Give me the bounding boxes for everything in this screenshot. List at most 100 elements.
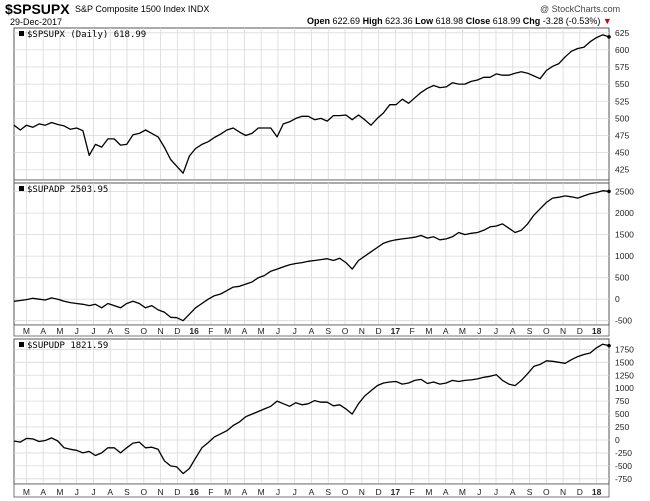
x-tick-label: J — [75, 326, 79, 336]
x-tick-label: N — [359, 326, 365, 336]
x-tick-label: F — [410, 326, 415, 336]
series-label: $SUPUDP 1821.59 — [27, 341, 108, 351]
x-tick-label: J — [293, 326, 297, 336]
series-label: $SUPADP 2503.95 — [27, 185, 108, 195]
x-tick-label: S — [325, 487, 331, 497]
x-tick-label: M — [224, 487, 231, 497]
low-value: 618.98 — [435, 16, 464, 26]
x-tick-label: M — [56, 326, 63, 336]
symbol-title: $SPSUPX — [5, 1, 70, 17]
x-tick-label: O — [543, 326, 550, 336]
x-tick-label: J — [293, 487, 297, 497]
x-tick-label: S — [527, 487, 533, 497]
close-label: Close — [465, 16, 491, 26]
x-tick-label: M — [459, 326, 466, 336]
x-tick-label: J — [75, 487, 79, 497]
x-tick-label: A — [242, 326, 248, 336]
series-label: $SPSUPX (Daily) 618.99 — [27, 30, 146, 40]
x-tick-label: 18 — [592, 326, 602, 336]
x-tick-label: M — [23, 326, 30, 336]
x-tick-label: A — [40, 326, 46, 336]
x-tick-label: 18 — [592, 487, 602, 497]
open-value: 622.69 — [332, 16, 361, 26]
x-tick-label: D — [577, 326, 583, 336]
x-tick-label: D — [174, 326, 180, 336]
y-tick-label: 0 — [615, 294, 620, 304]
x-tick-label: S — [527, 326, 533, 336]
x-tick-label: 17 — [391, 326, 401, 336]
x-tick-label: M — [224, 326, 231, 336]
index-name: S&P Composite 1500 Index — [75, 4, 186, 14]
x-tick-label: F — [410, 487, 415, 497]
x-tick-label: O — [140, 487, 147, 497]
chart-date: 29-Dec-2017 — [10, 17, 63, 27]
x-tick-label: S — [124, 326, 130, 336]
chg-value: -3.28 (-0.53%) — [542, 16, 601, 26]
x-tick-label: M — [56, 487, 63, 497]
high-label: High — [362, 16, 383, 26]
x-tick-label: M — [425, 326, 432, 336]
y-tick-label: 500 — [615, 409, 629, 419]
x-tick-label: A — [510, 487, 516, 497]
y-tick-label: 500 — [615, 273, 629, 283]
x-tick-label: D — [376, 326, 382, 336]
x-tick-label: J — [494, 326, 498, 336]
x-tick-label: M — [425, 487, 432, 497]
y-tick-label: 250 — [615, 422, 629, 432]
chg-label: Chg — [522, 16, 541, 26]
x-tick-label: N — [157, 487, 163, 497]
x-tick-label: N — [157, 326, 163, 336]
x-tick-label: N — [359, 487, 365, 497]
x-tick-label: J — [477, 487, 481, 497]
y-tick-label: 1250 — [615, 370, 634, 380]
y-tick-label: 450 — [615, 148, 629, 158]
last-value-marker — [607, 343, 611, 348]
x-tick-label: J — [91, 326, 95, 336]
x-tick-label: A — [107, 326, 113, 336]
y-tick-label: 750 — [615, 396, 629, 406]
x-tick-label: J — [477, 326, 481, 336]
x-axis-strip — [13, 324, 610, 337]
series-legend-marker — [19, 342, 24, 347]
low-label: Low — [415, 16, 434, 26]
open-label: Open — [307, 16, 331, 26]
y-tick-label: -500 — [615, 461, 632, 471]
x-tick-label: J — [276, 326, 280, 336]
x-tick-label: A — [443, 487, 449, 497]
y-tick-label: 575 — [615, 62, 629, 72]
x-tick-label: A — [443, 326, 449, 336]
x-tick-label: A — [510, 326, 516, 336]
last-value-marker — [607, 189, 611, 194]
y-tick-label: 0 — [615, 435, 620, 445]
y-tick-label: -250 — [615, 448, 632, 458]
x-tick-label: A — [107, 487, 113, 497]
high-value: 623.36 — [385, 16, 413, 26]
x-tick-label: A — [309, 326, 315, 336]
quote-strip: Open 622.69 High 623.36 Low 618.98 Close… — [307, 16, 612, 26]
x-tick-label: A — [40, 487, 46, 497]
x-tick-label: J — [91, 487, 95, 497]
x-tick-label: O — [342, 326, 349, 336]
y-tick-label: 600 — [615, 45, 629, 55]
x-tick-label: F — [208, 326, 213, 336]
x-tick-label: M — [459, 487, 466, 497]
y-tick-label: -750 — [615, 474, 632, 484]
last-value-marker — [607, 35, 611, 39]
y-tick-label: 550 — [615, 79, 629, 89]
y-tick-label: 525 — [615, 96, 629, 106]
x-tick-label: O — [140, 326, 147, 336]
series-line — [13, 343, 610, 475]
x-tick-label: N — [560, 326, 566, 336]
x-tick-label: A — [242, 487, 248, 497]
symbol-description: S&P Composite 1500 Index INDX — [75, 4, 209, 14]
watermark: @ StockCharts.com — [540, 4, 621, 14]
y-tick-label: 475 — [615, 130, 629, 140]
x-tick-label: S — [325, 326, 331, 336]
exchange-code: INDX — [187, 4, 210, 14]
close-value: 618.99 — [492, 16, 521, 26]
x-tick-label: D — [174, 487, 180, 497]
y-tick-label: 2500 — [615, 187, 634, 197]
x-tick-label: 16 — [189, 326, 199, 336]
